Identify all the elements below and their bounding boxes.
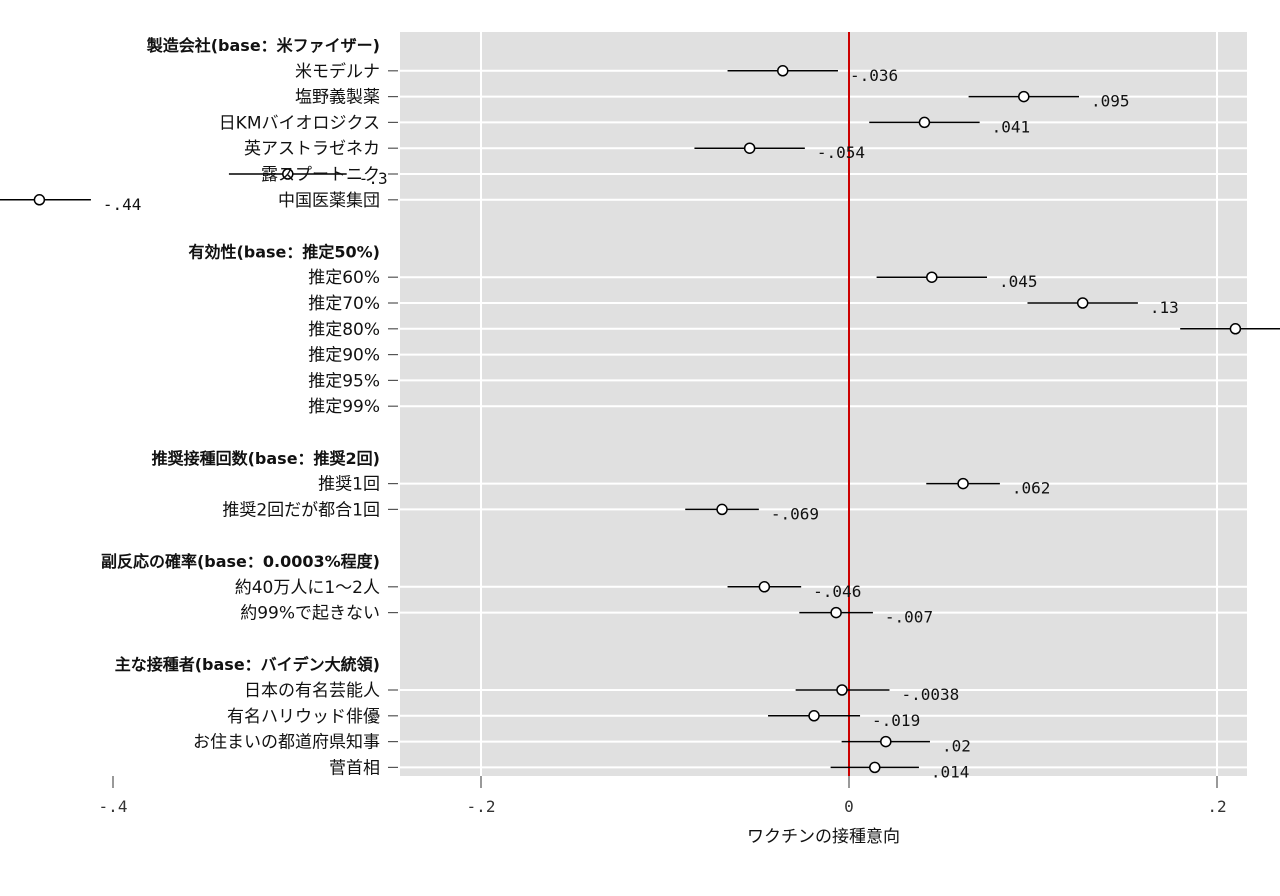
- row-label: 日本の有名芸能人: [244, 681, 380, 701]
- value-label: -.069: [771, 504, 819, 523]
- estimate-point: [282, 168, 294, 180]
- row-label: 有名ハリウッド俳優: [227, 707, 380, 727]
- estimate-point: [830, 606, 842, 619]
- group-heading: 製造会社(base：米ファイザー): [146, 36, 380, 55]
- estimate-point: [808, 710, 820, 722]
- x-tick-label: 0: [844, 797, 854, 816]
- row-label: 推奨2回だが都合1回: [222, 500, 380, 520]
- x-tick-label: -.2: [467, 797, 496, 816]
- value-label: -.054: [817, 143, 865, 162]
- row-label: 露スプートニク: [261, 165, 380, 185]
- row-label: 約99%で起きない: [240, 604, 380, 624]
- value-label: .041: [992, 117, 1031, 136]
- row-label: 推定90%: [308, 346, 380, 366]
- row-label: 米モデルナ: [295, 61, 380, 82]
- estimate-point: [716, 503, 728, 516]
- row-label: 中国医薬集団: [278, 191, 380, 211]
- estimate-point: [1229, 323, 1242, 335]
- value-label: -.046: [813, 582, 861, 601]
- value-label: .062: [1012, 479, 1051, 498]
- x-tick-label: -.4: [99, 797, 128, 816]
- value-label: -.44: [103, 195, 142, 214]
- group-heading: 有効性(base：推定50%): [188, 242, 380, 261]
- row-label: お住まいの都道府県知事: [193, 733, 380, 753]
- row-label: 推定70%: [308, 294, 380, 314]
- row-label: 英アストラゼネカ: [244, 139, 380, 159]
- value-label: -.3: [359, 169, 388, 188]
- estimate-point: [33, 194, 46, 206]
- value-label: -.007: [885, 608, 933, 627]
- row-label: 約40万人に1〜2人: [235, 578, 380, 598]
- value-label: -.0038: [901, 685, 959, 704]
- x-tick-label: .2: [1207, 797, 1226, 816]
- group-heading: 主な接種者(base：バイデン大統領): [115, 655, 380, 674]
- estimate-point: [1076, 297, 1089, 309]
- estimate-point: [926, 271, 938, 283]
- row-label: 推定80%: [308, 320, 380, 340]
- value-label: .045: [999, 272, 1038, 291]
- value-label: -.036: [850, 66, 898, 85]
- estimate-point: [777, 65, 789, 77]
- row-label: 推定99%: [308, 397, 380, 417]
- group-heading: 副反応の確率(base：0.0003%程度): [101, 552, 380, 571]
- value-label: .095: [1091, 92, 1130, 111]
- estimate-point: [743, 142, 756, 154]
- estimate-point: [880, 735, 892, 748]
- grid-lines: [112, 32, 1247, 776]
- coefficient-markers: -.036.095.041-.054-.3-.44.045.13.21.28.3…: [0, 65, 1280, 781]
- value-label: .13: [1150, 298, 1179, 317]
- panel-background: [400, 32, 1247, 776]
- estimate-point: [836, 684, 848, 696]
- estimate-point: [957, 477, 969, 490]
- estimate-point: [918, 116, 931, 129]
- x-axis: -.4-.20.2.4ワクチンの接種意向: [99, 776, 1227, 847]
- row-label: 日KMバイオロジクス: [219, 113, 380, 133]
- group-heading: 推奨接種回数(base：推奨2回): [152, 449, 380, 468]
- row-label: 塩野義製薬: [295, 88, 380, 108]
- row-label: 推定95%: [308, 371, 380, 391]
- estimate-point: [758, 581, 771, 593]
- row-label: 推定60%: [308, 268, 380, 288]
- estimate-point: [869, 761, 881, 774]
- y-axis-labels: 製造会社(base：米ファイザー) 米モデルナ塩野義製薬日KMバイオロジクス英アス…: [101, 36, 398, 778]
- row-label: 菅首相: [329, 758, 380, 778]
- row-label: 推奨1回: [318, 475, 380, 495]
- plot-panel: [400, 32, 1247, 776]
- value-label: .014: [931, 762, 970, 781]
- x-axis-title: ワクチンの接種意向: [747, 827, 900, 847]
- estimate-point: [1018, 90, 1030, 103]
- value-label: -.019: [872, 711, 920, 730]
- value-label: .02: [942, 737, 971, 756]
